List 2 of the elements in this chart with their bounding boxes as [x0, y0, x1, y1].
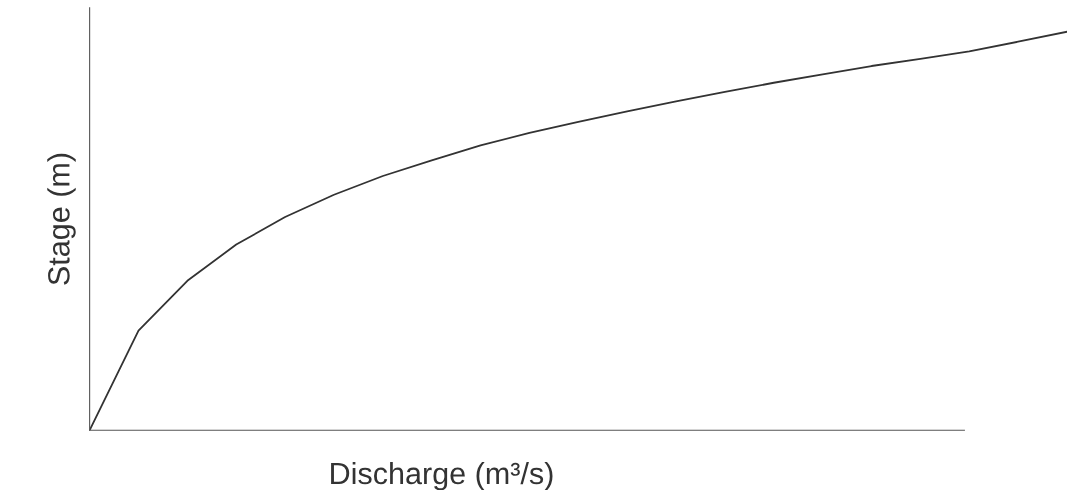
- x-axis-title: Discharge (m³/s): [331, 461, 553, 490]
- y-axis-title: Stage (m): [47, 153, 76, 285]
